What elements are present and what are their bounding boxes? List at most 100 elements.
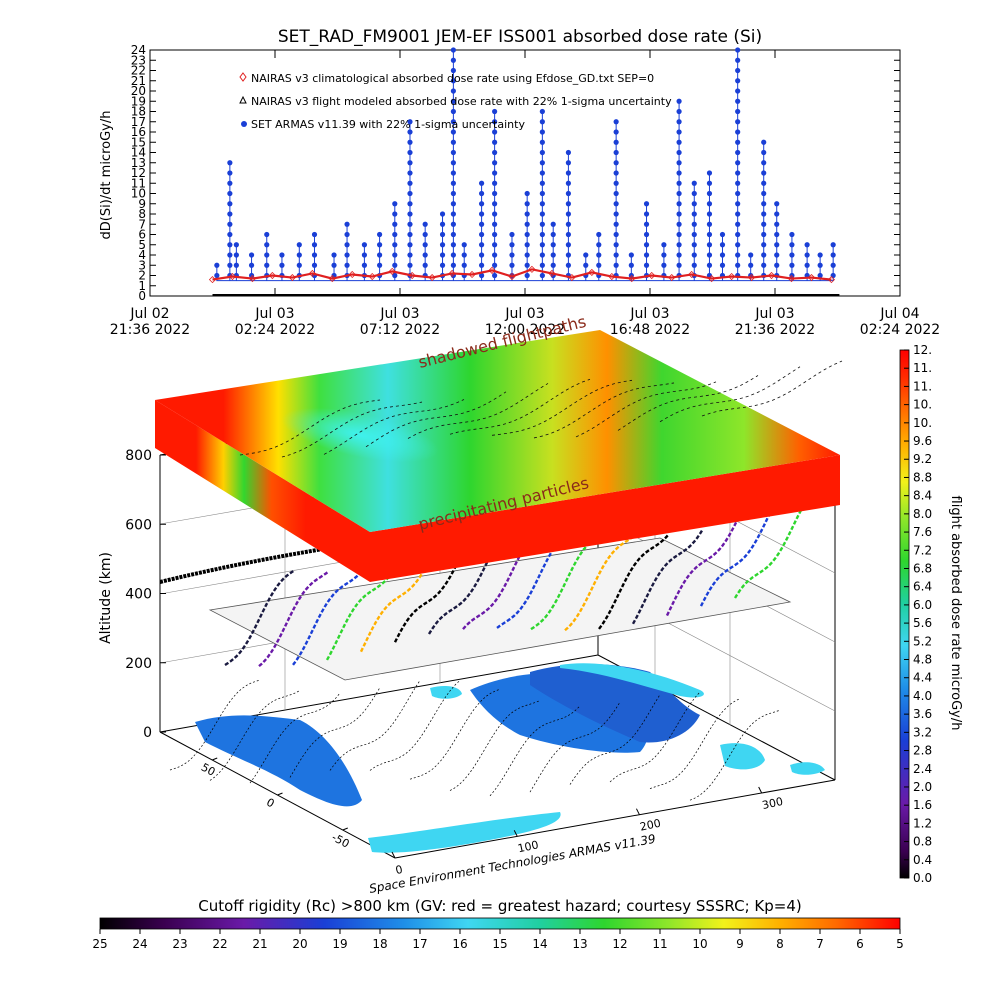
- armas-point: [676, 160, 682, 166]
- armas-point: [450, 119, 456, 125]
- armas-point: [539, 231, 545, 238]
- nairas-climatological-point: [428, 273, 436, 282]
- armas-point: [227, 252, 233, 258]
- armas-point: [539, 139, 545, 145]
- armas-point: [691, 190, 697, 197]
- armas-point: [422, 262, 428, 268]
- colorbar-cutoff-rigidity-tick-label: 18: [372, 937, 387, 951]
- armas-point: [761, 170, 767, 176]
- armas-point: [565, 170, 572, 176]
- armas-point: [450, 57, 456, 63]
- armas-point: [331, 262, 337, 268]
- armas-point: [377, 231, 383, 238]
- colorbar-dose-rate-tick-label: 11.: [913, 379, 932, 393]
- armas-point: [676, 108, 682, 115]
- colorbar-cutoff-rigidity-tick-label: 19: [332, 937, 347, 951]
- armas-point: [296, 262, 302, 268]
- orbit-track: [325, 564, 399, 661]
- armas-point: [407, 211, 413, 217]
- y-tick-label: 20: [131, 84, 146, 98]
- armas-point: [706, 170, 713, 176]
- slab-track: [533, 382, 675, 439]
- nairas-climatological-point: [528, 265, 536, 273]
- orbit-track: [393, 546, 467, 643]
- armas-point: [761, 242, 767, 248]
- armas-point: [735, 108, 741, 115]
- armas-point: [761, 139, 767, 145]
- armas-point: [492, 242, 498, 248]
- colorbar-dose-rate-tick-label: 4.8: [913, 653, 932, 667]
- altitude-axis-label: Altitude (km): [98, 552, 114, 644]
- armas-point: [227, 190, 233, 197]
- armas-point: [539, 242, 545, 248]
- armas-point: [565, 211, 572, 217]
- longitude-tick: [513, 830, 518, 837]
- armas-point: [407, 160, 413, 166]
- orbit-track: [359, 556, 433, 653]
- armas-point: [613, 149, 619, 156]
- nairas-climatological-point: [488, 266, 496, 274]
- armas-point: [676, 170, 682, 176]
- armas-point: [478, 231, 485, 238]
- armas-point: [407, 180, 413, 186]
- y-tick-label: 0: [138, 289, 146, 303]
- armas-point: [706, 221, 713, 227]
- armas-point: [392, 272, 398, 279]
- colorbar-cutoff-rigidity-tick-label: 6: [856, 937, 864, 951]
- nairas-climatological-point: [747, 273, 756, 282]
- colorbar-dose-rate-ticks: 0.0 0.4 0.8 1.2 1.6 2.0 2.4 2.8 3.2 3.6 4.0 4.4 4.8 5…: [904, 343, 932, 885]
- colorbar-cutoff-rigidity-tick-label: 24: [132, 937, 147, 951]
- ground-track: [169, 679, 261, 771]
- armas-point: [691, 211, 697, 217]
- armas-point: [761, 221, 767, 227]
- armas-point: [478, 252, 485, 258]
- armas-point: [706, 211, 713, 217]
- ground-track: [209, 690, 301, 781]
- longitude-tick: [635, 808, 640, 815]
- armas-point: [539, 190, 545, 197]
- armas-point: [735, 67, 741, 74]
- armas-point: [450, 98, 456, 104]
- armas-point: [524, 201, 530, 207]
- armas-point: [748, 262, 754, 268]
- armas-point: [748, 252, 754, 258]
- orbit-track: [598, 533, 670, 630]
- armas-point: [735, 221, 741, 227]
- armas-point: [450, 201, 456, 207]
- x-tick-label-time: 02:24 2022: [860, 322, 940, 338]
- armas-point: [377, 242, 383, 248]
- armas-point: [706, 242, 713, 248]
- armas-point: [706, 190, 713, 197]
- armas-point: [524, 211, 530, 217]
- longitude-tick: [391, 851, 396, 859]
- armas-point: [450, 129, 456, 135]
- x-tick-label-time: 21:36 2022: [735, 322, 815, 338]
- y-tick-label: 23: [131, 53, 146, 67]
- armas-point: [706, 252, 713, 258]
- armas-point: [735, 78, 741, 84]
- orbit-track: [665, 520, 739, 617]
- armas-point: [311, 242, 318, 248]
- altitude-tick-label: 600: [125, 517, 152, 533]
- map-alaska: [790, 762, 825, 775]
- y-tick-label: 10: [131, 187, 146, 201]
- colorbar-dose-rate: 0.0 0.4 0.8 1.2 1.6 2.0 2.4 2.8 3.2 3.6 4.0 4.4 4.8 5…: [899, 343, 963, 885]
- armas-point: [719, 262, 726, 268]
- armas-point: [719, 231, 726, 238]
- longitude-tick-label: 200: [639, 817, 662, 834]
- colorbar-dose-rate-tick-label: 2.0: [913, 780, 932, 794]
- y-tick-label: 8: [138, 207, 146, 221]
- y-tick-label: 13: [131, 156, 146, 170]
- x-tick-label-date: Jul 04: [879, 306, 919, 322]
- altitude-tick-label: 200: [125, 656, 152, 672]
- armas-point: [461, 262, 467, 268]
- ground-track: [409, 688, 501, 780]
- orbit-track: [631, 528, 705, 625]
- armas-point: [817, 252, 823, 258]
- y-tick-label: 15: [131, 135, 146, 149]
- armas-point: [478, 190, 485, 197]
- armas-point: [550, 221, 556, 227]
- map-arctic-ice: [560, 663, 704, 698]
- colorbar-dose-rate-tick-label: 8.0: [913, 507, 932, 521]
- armas-point: [248, 262, 255, 268]
